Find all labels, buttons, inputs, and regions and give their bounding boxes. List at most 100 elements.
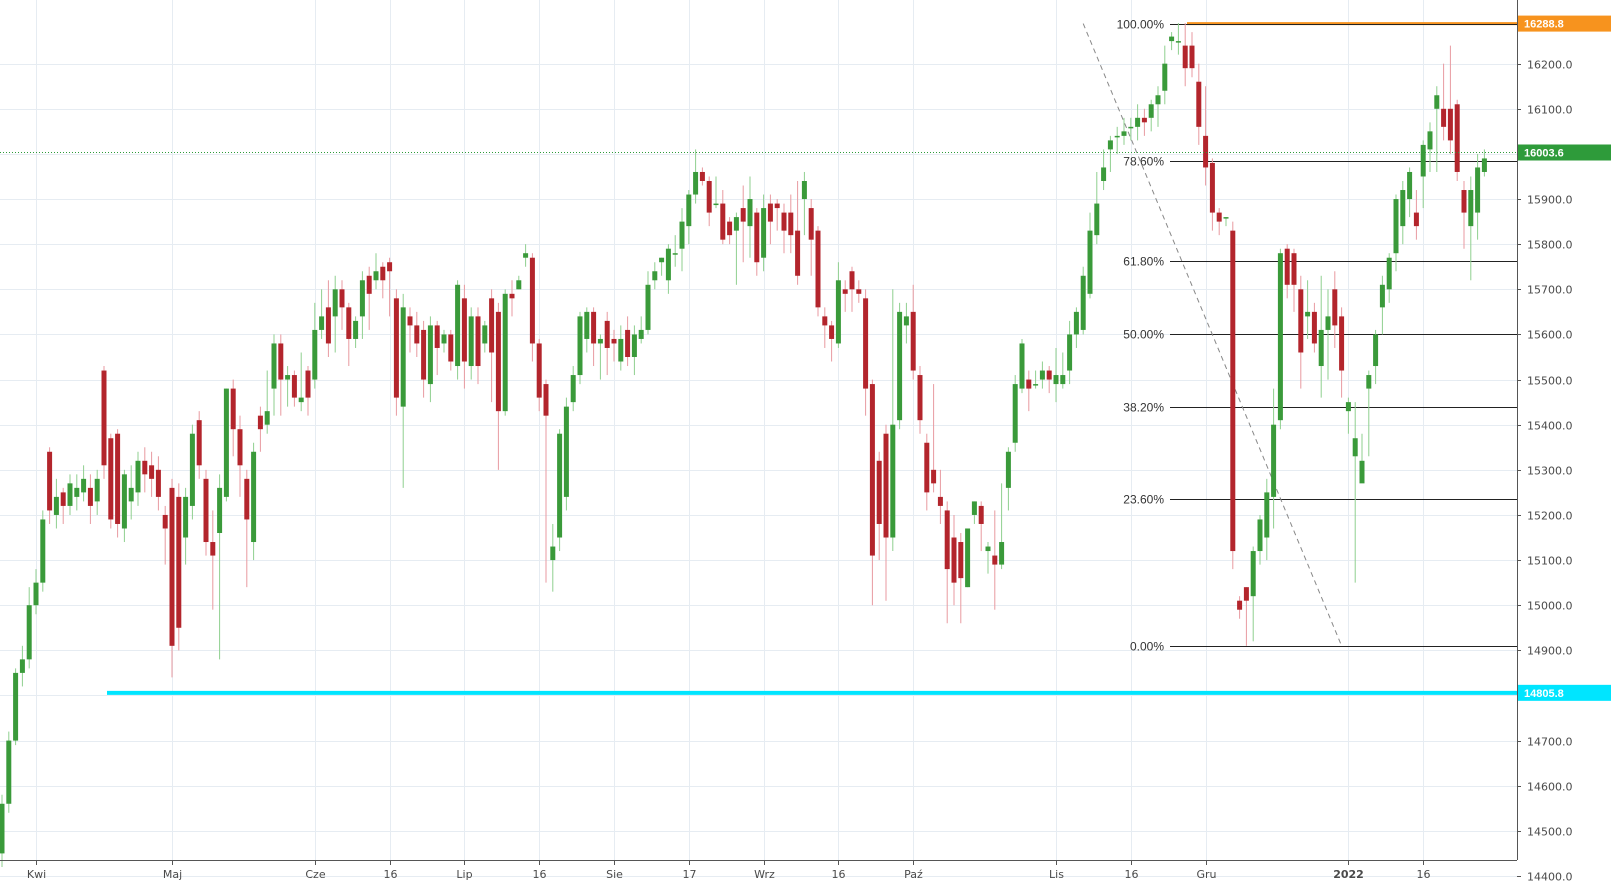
- x-tick-label: Wrz: [754, 868, 775, 881]
- fib-level-label: 61.80%: [1123, 255, 1164, 269]
- candle-body: [924, 442, 930, 493]
- candle-body: [774, 203, 780, 209]
- candle-body: [441, 334, 447, 344]
- candle: [788, 194, 794, 254]
- candle: [1046, 366, 1052, 394]
- candle-body: [1223, 217, 1229, 219]
- candle-body: [1073, 311, 1079, 335]
- candle: [1026, 370, 1032, 412]
- candle-body: [1407, 171, 1413, 200]
- candle-body: [230, 388, 236, 430]
- candle-body: [733, 217, 739, 231]
- candle-body: [699, 171, 705, 181]
- candle: [754, 208, 760, 276]
- candle-body: [291, 375, 297, 398]
- fib-level-label: 78.60%: [1123, 155, 1164, 169]
- candle: [665, 244, 671, 294]
- candle-body: [387, 262, 393, 272]
- candle: [1441, 63, 1447, 141]
- candle: [47, 447, 53, 524]
- candle-body: [244, 478, 250, 520]
- candle-body: [1053, 375, 1059, 385]
- y-tick-label: 15100.0: [1527, 555, 1573, 568]
- fib-level-label: 100.00%: [1117, 18, 1165, 32]
- candle-body: [1468, 190, 1474, 227]
- fibonacci-retracement[interactable]: 100.00% 78.60% 61.80% 50.00% 38.20% 23.60% 0.0…: [1082, 18, 1517, 654]
- candle: [332, 275, 338, 353]
- candle-body: [1019, 343, 1025, 389]
- candle-body: [767, 203, 773, 222]
- candle-body: [1237, 600, 1243, 610]
- candle: [278, 334, 284, 416]
- candle: [944, 501, 950, 624]
- candle-body: [638, 329, 644, 339]
- candle-body: [1420, 144, 1426, 177]
- candle: [795, 181, 801, 285]
- candle-body: [1080, 275, 1086, 330]
- candle-body: [1216, 212, 1222, 222]
- support-resistance-lines[interactable]: [107, 22, 1517, 695]
- candle-body: [373, 271, 379, 281]
- candle: [808, 199, 814, 276]
- candle-body: [495, 311, 501, 412]
- candle-body: [822, 316, 828, 326]
- candle: [482, 320, 488, 353]
- candle: [1298, 275, 1304, 389]
- candle: [971, 501, 977, 524]
- candle-body: [611, 338, 617, 344]
- x-axis[interactable]: Kwi Maj Cze 16 Lip 16 Sie 17 Wrz 16 Paź Lis 16 Gru 202…: [0, 860, 1517, 881]
- y-tick-label: 15900.0: [1527, 194, 1573, 207]
- candle-body: [162, 514, 168, 529]
- candle-body: [795, 230, 801, 276]
- candle: [1189, 32, 1195, 78]
- candle: [1475, 153, 1481, 240]
- candle: [740, 185, 746, 263]
- candle: [319, 289, 325, 339]
- candle: [597, 334, 603, 380]
- candle: [1012, 375, 1018, 452]
- candle: [774, 199, 780, 231]
- candle: [135, 451, 141, 506]
- candle-body: [60, 492, 66, 506]
- candle: [781, 203, 787, 254]
- candle: [1060, 352, 1066, 389]
- candle: [849, 266, 855, 312]
- candle: [672, 235, 678, 267]
- candle: [727, 217, 733, 245]
- candle: [965, 528, 971, 588]
- candle-body: [550, 546, 556, 561]
- candle-body: [1189, 45, 1195, 69]
- candle-body: [1094, 203, 1100, 236]
- candle: [1033, 370, 1039, 389]
- candle-body: [189, 433, 195, 506]
- candle-body: [1046, 370, 1052, 380]
- fib-trend-line[interactable]: [1082, 23, 1343, 647]
- candle: [1305, 280, 1311, 339]
- candle: [910, 284, 916, 380]
- candle: [713, 176, 719, 209]
- x-tick-label: 16: [832, 868, 846, 881]
- candle: [550, 523, 556, 592]
- candle-body: [631, 334, 637, 357]
- x-tick-label: Lip: [456, 868, 472, 881]
- candle: [1101, 149, 1107, 191]
- candle: [591, 307, 597, 367]
- y-axis[interactable]: 14400.014500.014600.014700.014800.014900…: [1517, 0, 1612, 885]
- candle: [767, 194, 773, 245]
- y-tick-label: 16200.0: [1527, 59, 1573, 72]
- price-badge-label: 16288.8: [1524, 19, 1564, 31]
- current-price-badge: [1518, 144, 1611, 161]
- candle-body: [1128, 126, 1134, 129]
- candle-body: [26, 605, 32, 660]
- candle-body: [366, 275, 372, 294]
- candle-body: [237, 429, 243, 466]
- candle: [448, 329, 454, 371]
- candle: [1135, 104, 1141, 141]
- candles: [0, 23, 1487, 867]
- candle: [0, 794, 5, 867]
- candle-body: [1475, 167, 1481, 213]
- x-tick-label: 16: [1417, 868, 1431, 881]
- candle-body: [1250, 551, 1256, 597]
- candle: [1413, 190, 1419, 240]
